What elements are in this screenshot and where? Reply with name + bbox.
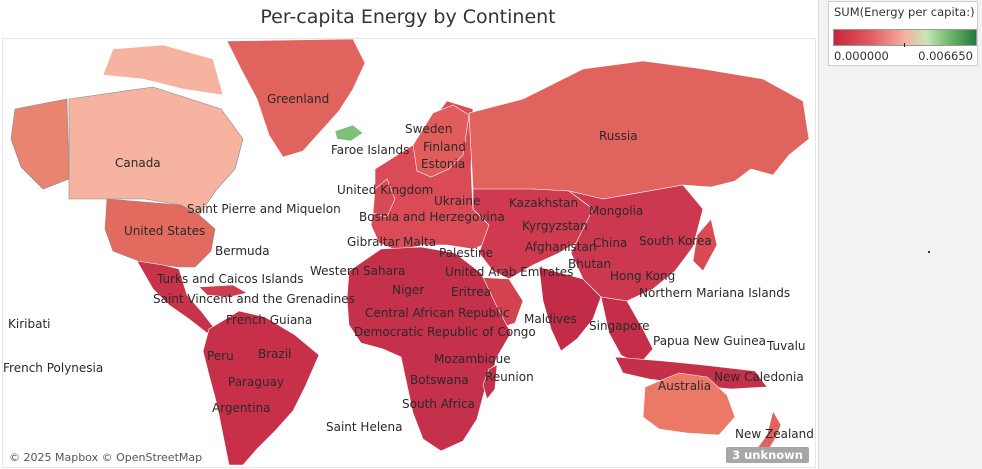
region-south-america[interactable] — [202, 310, 320, 466]
region-south-asia[interactable] — [538, 266, 602, 352]
region-africa[interactable] — [346, 246, 512, 452]
legend-gradient-bar — [833, 29, 977, 46]
chart-title: Per-capita Energy by Continent — [260, 6, 556, 28]
region-alaska[interactable] — [10, 98, 70, 190]
stray-dot — [928, 251, 930, 253]
legend-title: SUM(Energy per capita:) — [834, 5, 975, 19]
region-canada[interactable] — [68, 86, 244, 216]
region-iceland[interactable] — [334, 124, 364, 142]
region-australia[interactable] — [642, 372, 736, 436]
world-map[interactable]: Greenland Sweden Faroe Islands Finland E… — [2, 38, 816, 468]
legend-max-label: 0.006650 — [918, 49, 973, 63]
region-uk[interactable] — [372, 178, 396, 218]
region-east-asia[interactable] — [568, 184, 704, 302]
region-central-asia[interactable] — [472, 188, 594, 280]
region-united-states[interactable] — [104, 198, 216, 268]
region-southeast-asia[interactable] — [600, 296, 654, 366]
region-madagascar[interactable] — [482, 364, 498, 400]
region-central-america[interactable] — [136, 260, 216, 334]
side-panel: SUM(Energy per capita:) 0.000000 0.00665… — [818, 0, 982, 469]
legend-center-tick — [904, 43, 905, 47]
region-russia[interactable] — [468, 60, 810, 200]
region-caribbean[interactable] — [198, 284, 248, 298]
map-canvas[interactable] — [3, 39, 815, 467]
unknown-badge[interactable]: 3 unknown — [726, 447, 809, 463]
legend-min-label: 0.000000 — [834, 49, 889, 63]
region-japan[interactable] — [692, 218, 718, 272]
map-attribution[interactable]: © 2025 Mapbox © OpenStreetMap — [9, 451, 203, 464]
color-legend[interactable]: SUM(Energy per capita:) 0.000000 0.00665… — [828, 1, 978, 66]
region-greenland[interactable] — [226, 39, 366, 158]
region-scandinavia[interactable] — [412, 104, 470, 178]
region-canada-arctic[interactable] — [102, 44, 224, 96]
region-indonesia[interactable] — [614, 356, 768, 390]
